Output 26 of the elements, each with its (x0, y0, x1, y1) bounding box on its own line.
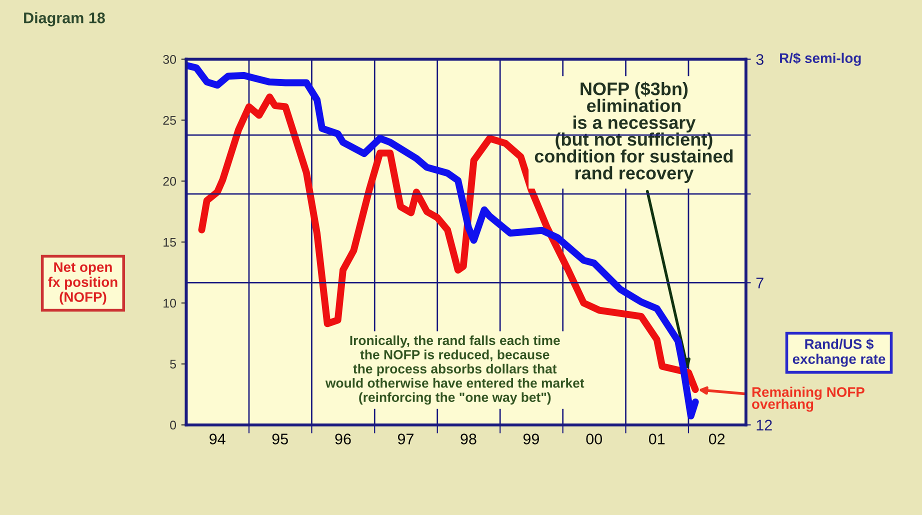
y-tick-label: 0 (170, 420, 176, 430)
y-tick-label: 15 (164, 238, 176, 247)
y-tick-label: 10 (164, 298, 176, 308)
x-tick-label: 94 (210, 434, 226, 444)
x-tick-label: 01 (648, 434, 665, 444)
y2-axis-title: Rand/US $ exchange rate (792, 338, 886, 367)
x-tick-label: 97 (398, 434, 414, 444)
y-tick-label: 5 (170, 360, 176, 369)
y-tick-label: 25 (163, 116, 176, 125)
x-tick-label: 00 (586, 434, 602, 444)
y-tick-label: 30 (163, 55, 176, 64)
annotation: Ironically, the rand falls each time the NOFP is reduced, because the process absorbs dollars that would otherwise have entered the market (reinforcing the "one way bet") (325, 335, 584, 405)
x-tick-label: 99 (523, 434, 539, 444)
y2-tick-label: 12 (756, 420, 772, 430)
y-axis-title: Net open fx position (NOFP) (48, 262, 118, 305)
x-tick-label: 95 (272, 434, 288, 444)
chart-title: Diagram 18 (24, 12, 105, 26)
x-tick-label: 02 (708, 434, 725, 444)
y2-tick-label: 7 (756, 278, 764, 288)
x-tick-label: 96 (335, 434, 351, 444)
annotation: Remaining NOFP overhang (752, 386, 864, 412)
y2-tick-label: 3 (756, 54, 764, 65)
text: R/$ semi-log (780, 52, 861, 66)
annotation: NOFP ($3bn) elimination is a necessary (but not sufficient) condition for sustained rand recovery (534, 82, 733, 184)
x-tick-label: 98 (460, 434, 476, 444)
y-tick-label: 20 (163, 176, 176, 186)
